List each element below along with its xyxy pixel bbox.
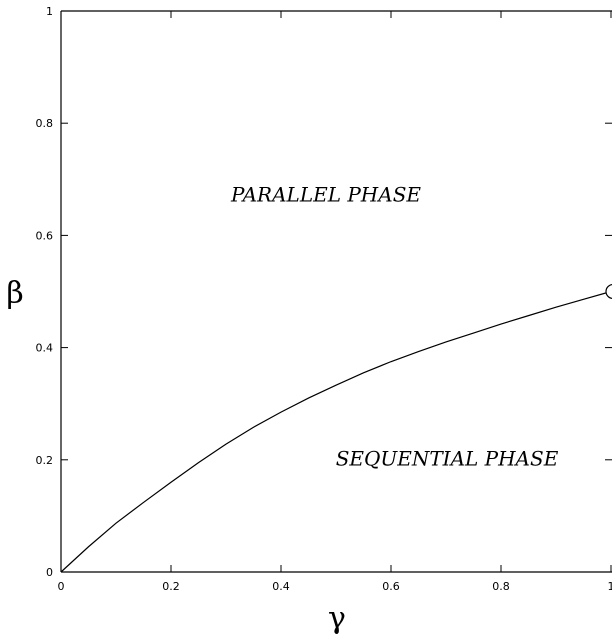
x-tick-label: 0.4 [272,580,290,593]
y-tick-label: 0 [46,566,53,579]
x-axis-label: γ [328,601,346,636]
critical-point-marker [605,283,612,300]
x-tick-label: 0.6 [382,580,400,593]
y-axis-label: β [6,276,23,311]
axes-frame [60,10,612,573]
y-tick-label: 0.4 [36,342,54,355]
phase-boundary-line [60,290,612,573]
axis-ticks [60,10,612,573]
y-tick-label: 0.2 [36,454,54,467]
x-tick-label: 1 [608,580,612,593]
y-tick-label: 1 [46,5,53,18]
x-tick-label: 0 [58,580,65,593]
y-tick-label: 0.8 [36,117,54,130]
axis-tick-labels: 00 0.2 0.2 0.4 0.4 0.6 0.6 0.8 0.8 1 1 [36,5,612,593]
sequential-phase-label: SEQUENTIAL PHASE [336,446,559,470]
x-tick-label: 0.8 [492,580,510,593]
parallel-phase-label: PARALLEL PHASE [230,183,421,207]
region-labels: PARALLEL PHASE SEQUENTIAL PHASE [230,183,559,471]
y-tick-label: 0.6 [36,229,54,242]
x-tick-label: 0.2 [162,580,180,593]
